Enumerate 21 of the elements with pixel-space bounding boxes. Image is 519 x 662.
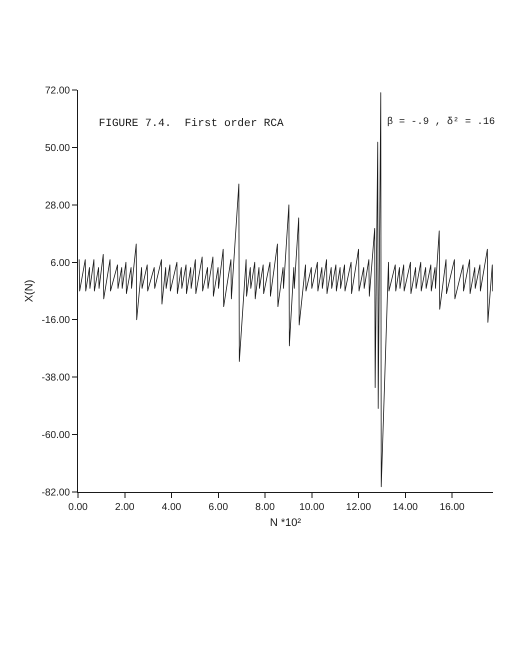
y-tick-label: 28.00 — [44, 200, 70, 212]
x-tick-label: 0.00 — [68, 502, 88, 513]
y-tick-label: -82.00 — [42, 488, 70, 498]
y-tick-label: 6.00 — [50, 258, 70, 269]
y-tick-label: 72.00 — [44, 86, 70, 96]
x-axis-title: N *10² — [270, 517, 302, 530]
x-tick-label: 14.00 — [392, 502, 418, 513]
y-tick-label: -16.00 — [42, 315, 70, 326]
y-tick-label: -38.00 — [42, 372, 70, 384]
x-tick-label: 12.00 — [346, 502, 372, 513]
x-tick-label: 10.00 — [299, 502, 325, 513]
y-tick-label: 50.00 — [44, 142, 70, 154]
x-tick-label: 8.00 — [255, 502, 276, 513]
x-tick-label: 4.00 — [162, 502, 182, 513]
text: FIGURE 7.4. First order RCA — [98, 118, 284, 130]
y-tick-label: -60.00 — [42, 430, 70, 442]
x-tick-label: 6.00 — [208, 502, 228, 513]
x-tick-label: 16.00 — [440, 502, 466, 513]
annotation: β = -.9 , δ² = .16 — [387, 116, 496, 128]
x-tick-label: 2.00 — [115, 502, 135, 513]
y-axis-title: X(N) — [23, 280, 36, 302]
